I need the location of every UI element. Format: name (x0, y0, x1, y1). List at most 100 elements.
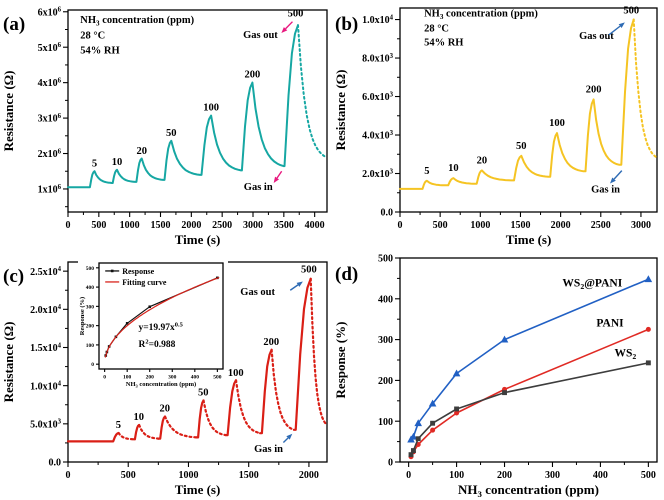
x-axis-label: Time (s) (175, 482, 221, 497)
x-tick-label: 1000 (178, 470, 198, 481)
annotation-arrow-head (273, 176, 280, 183)
annotation: 200 (263, 337, 279, 348)
y-tick-label: 400 (86, 285, 95, 291)
annotation: Gas out (579, 31, 614, 42)
annotation: 500 (288, 8, 304, 19)
x-tick-label: 500 (121, 470, 136, 481)
y-tick-label: 2.0x104 (30, 304, 62, 316)
data-point-marker (454, 406, 460, 412)
x-tick-label: 3500 (274, 220, 294, 231)
panel-b-canvas: 0 500 1000 1500 2000 2500 3000 0.0 2.0x103 4.0x10… (333, 5, 664, 247)
x-tick-label: 500 (433, 220, 448, 231)
annotation: 100 (203, 103, 219, 114)
panel-d-canvas: 0 100 200 300 400 500 0 100 200 300 400 500 NH3 conc… (333, 254, 658, 499)
annotation: Gas in (591, 184, 620, 195)
annotation: 54% RH (424, 38, 463, 49)
data-point-marker (415, 436, 421, 442)
annotation-arrow-line (282, 437, 289, 444)
x-tick-label: 400 (191, 375, 200, 381)
annotation: 100 (228, 368, 244, 379)
annotation: PANI (596, 318, 624, 330)
y-tick-label: 8.0x103 (362, 53, 394, 65)
y-tick-label: 2.5x104 (30, 266, 62, 278)
data-point-marker (409, 432, 418, 440)
x-tick-label: 1000 (120, 220, 140, 231)
annotation: 54% RH (80, 46, 119, 57)
y-tick-label: 2x106 (38, 148, 62, 160)
y-tick-label: 6.0x103 (362, 91, 394, 103)
annotation: WS2@PANI (562, 278, 622, 292)
x-tick-label: 1500 (239, 470, 259, 481)
annotation: NH3 concentration (ppm) (80, 15, 194, 27)
y-tick-label: 100 (378, 417, 393, 428)
y-tick-label: 1.0x104 (30, 380, 62, 392)
x-tick-label: 500 (213, 375, 222, 381)
response-curve-recovery-dotted (297, 24, 328, 159)
annotation: NH3 concentration (ppm) (424, 9, 538, 21)
data-point-marker (454, 410, 460, 416)
data-point-marker (430, 427, 436, 433)
x-tick-label: 3000 (243, 220, 263, 231)
y-tick-label: 400 (378, 294, 393, 305)
annotation: Gas out (240, 287, 275, 298)
y-axis-label: Response (%) (79, 297, 86, 335)
x-tick-label: 2500 (212, 220, 232, 231)
annotation: 20 (477, 156, 488, 167)
panel-a-canvas: 0 500 1000 1500 2000 2500 3000 3500 4000 1x106 2x1… (1, 7, 332, 247)
x-tick-label: 300 (545, 470, 560, 481)
x-tick-label: 0 (406, 470, 411, 481)
x-axis-label: Time (s) (175, 232, 221, 247)
y-tick-label: 300 (378, 335, 393, 346)
data-point-marker (414, 419, 423, 427)
annotation: y=19.97x0.5 (139, 321, 183, 333)
series-line (410, 362, 649, 456)
y-tick-label: 300 (86, 304, 95, 310)
annotation: 200 (245, 70, 261, 81)
panel-c: 0 500 1000 1500 2000 0.0 5.0x103 1.0x104 1.5x104… (0, 250, 332, 500)
x-tick-label: 0 (66, 220, 71, 231)
x-tick-label: 0 (398, 220, 403, 231)
plot-frame (67, 9, 328, 213)
y-tick-label: 200 (378, 376, 393, 387)
y-tick-label: 6x106 (38, 7, 62, 19)
x-tick-label: 400 (593, 470, 608, 481)
annotation: 5 (92, 159, 97, 170)
y-tick-label: 1.5x104 (30, 342, 62, 354)
y-axis-label: Resistance (Ω) (333, 70, 348, 151)
y-tick-label: 1x106 (38, 184, 62, 196)
data-point-marker (500, 335, 509, 343)
annotation-arrow-line (608, 25, 621, 36)
annotation: 20 (159, 404, 170, 415)
annotation-arrow-head (618, 22, 625, 29)
annotation: Gas in (254, 444, 283, 455)
annotation-arrow-head (610, 177, 616, 184)
panel-tag: (c) (3, 266, 24, 287)
x-tick-label: 1000 (470, 220, 490, 231)
data-point-marker (644, 275, 653, 283)
fitting-curve (104, 276, 220, 358)
annotation: Gas out (243, 30, 278, 41)
data-point-marker (645, 326, 651, 332)
y-tick-label: 4x106 (38, 77, 62, 89)
x-tick-label: 100 (449, 470, 464, 481)
annotation-arrow-line (289, 284, 299, 291)
annotation: 100 (549, 118, 565, 129)
y-axis-label: Response (%) (333, 322, 348, 399)
annotation: 10 (134, 412, 145, 423)
x-tick-label: 500 (641, 470, 656, 481)
x-tick-label: 4000 (305, 220, 325, 231)
annotation: 500 (301, 264, 317, 275)
panel-d: 0 100 200 300 400 500 0 100 200 300 400 500 NH3 conc… (332, 250, 664, 500)
x-tick-label: 2500 (591, 220, 611, 231)
annotation: 28 °C (80, 31, 105, 42)
panel-tag: (a) (3, 14, 25, 35)
panel-tag: (b) (335, 14, 358, 35)
plot-frame (98, 262, 224, 370)
x-tick-label: 300 (168, 375, 177, 381)
data-point-marker (148, 305, 152, 309)
x-tick-label: 100 (123, 375, 132, 381)
x-tick-label: 2000 (181, 220, 201, 231)
panel-tag: (d) (335, 264, 358, 285)
annotation: 10 (448, 163, 459, 174)
